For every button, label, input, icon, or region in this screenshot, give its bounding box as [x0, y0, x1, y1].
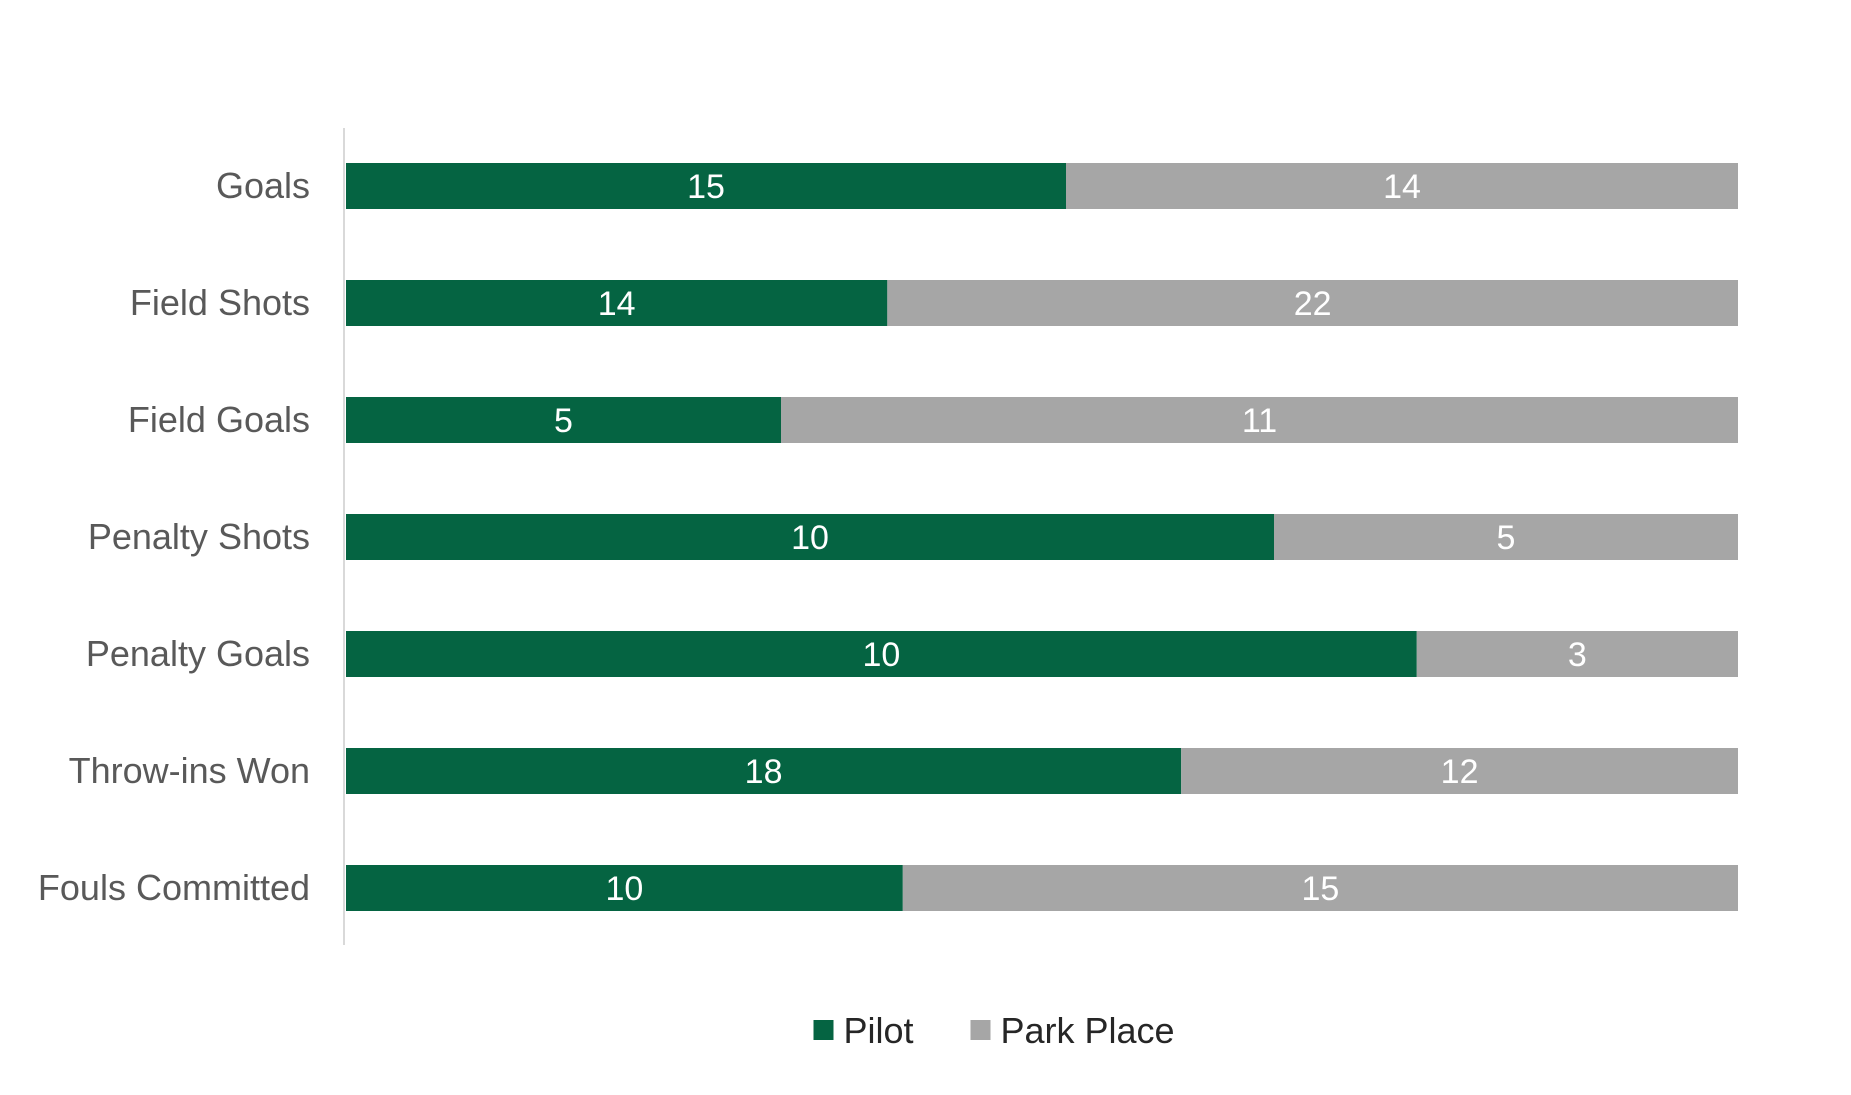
data-label-pilot-throw-ins-won: 18	[745, 753, 783, 791]
bar-park-place-fouls-committed	[902, 865, 1738, 911]
data-label-park-place-goals: 14	[1383, 168, 1421, 206]
bar-park-place-field-shots	[887, 280, 1738, 326]
data-label-pilot-penalty-goals: 10	[862, 636, 900, 674]
bar-pilot-goals	[346, 163, 1066, 209]
legend: Pilot Park Place	[813, 1010, 1175, 1051]
data-label-park-place-fouls-committed: 15	[1301, 870, 1339, 908]
bar-park-place-throw-ins-won	[1181, 748, 1738, 794]
bar-pilot-throw-ins-won	[346, 748, 1182, 794]
category-label-fouls-committed: Fouls Committed	[38, 867, 310, 908]
bar-park-place-field-goals	[781, 397, 1738, 443]
data-label-park-place-field-shots: 22	[1294, 285, 1332, 323]
bar-pilot-penalty-goals	[346, 631, 1417, 677]
bar-park-place-penalty-shots	[1274, 514, 1738, 560]
legend-swatch-pilot	[813, 1020, 834, 1040]
legend-item-pilot: Pilot	[813, 1010, 914, 1051]
legend-label-park-place: Park Place	[1001, 1010, 1175, 1051]
data-label-pilot-fouls-committed: 10	[605, 870, 643, 908]
bar-pilot-fouls-committed	[346, 865, 903, 911]
data-label-pilot-field-shots: 14	[598, 285, 636, 323]
legend-item-park-place: Park Place	[970, 1010, 1175, 1051]
bar-pilot-field-goals	[346, 397, 781, 443]
data-label-pilot-goals: 15	[687, 168, 725, 206]
category-label-field-shots: Field Shots	[130, 282, 310, 323]
bar-park-place-penalty-goals	[1416, 631, 1738, 677]
category-label-throw-ins-won: Throw-ins Won	[69, 750, 310, 791]
category-label-penalty-goals: Penalty Goals	[86, 633, 310, 674]
bar-park-place-goals	[1066, 163, 1738, 209]
bars-layer: 15 14 14 22 5 11 10 5 10 3 18 12 10 15	[346, 163, 1738, 911]
data-label-pilot-penalty-shots: 10	[791, 519, 829, 557]
legend-swatch-park-place	[970, 1020, 991, 1040]
data-label-pilot-field-goals: 5	[554, 402, 573, 440]
category-label-penalty-shots: Penalty Shots	[88, 516, 310, 557]
category-label-field-goals: Field Goals	[128, 399, 310, 440]
data-label-park-place-throw-ins-won: 12	[1441, 753, 1479, 791]
bar-pilot-field-shots	[346, 280, 888, 326]
category-labels: Goals Field Shots Field Goals Penalty Shots…	[38, 165, 310, 908]
data-label-park-place-penalty-goals: 3	[1568, 636, 1587, 674]
legend-label-pilot: Pilot	[844, 1010, 914, 1051]
bar-pilot-penalty-shots	[346, 514, 1274, 560]
data-label-park-place-penalty-shots: 5	[1497, 519, 1516, 557]
category-label-goals: Goals	[216, 165, 310, 206]
data-label-park-place-field-goals: 11	[1242, 402, 1277, 440]
